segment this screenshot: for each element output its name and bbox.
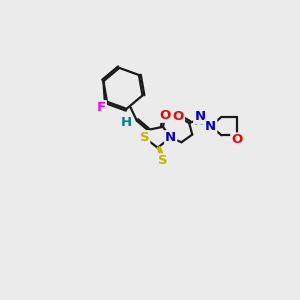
Text: N: N — [165, 131, 176, 144]
Text: S: S — [158, 154, 168, 167]
Text: N: N — [205, 120, 216, 133]
Text: O: O — [231, 134, 242, 146]
Text: H: H — [194, 115, 204, 128]
Text: S: S — [140, 131, 149, 144]
Text: N: N — [194, 110, 206, 123]
Text: O: O — [173, 110, 184, 123]
Text: F: F — [97, 101, 106, 114]
Text: H: H — [121, 116, 132, 129]
Text: O: O — [160, 109, 171, 122]
